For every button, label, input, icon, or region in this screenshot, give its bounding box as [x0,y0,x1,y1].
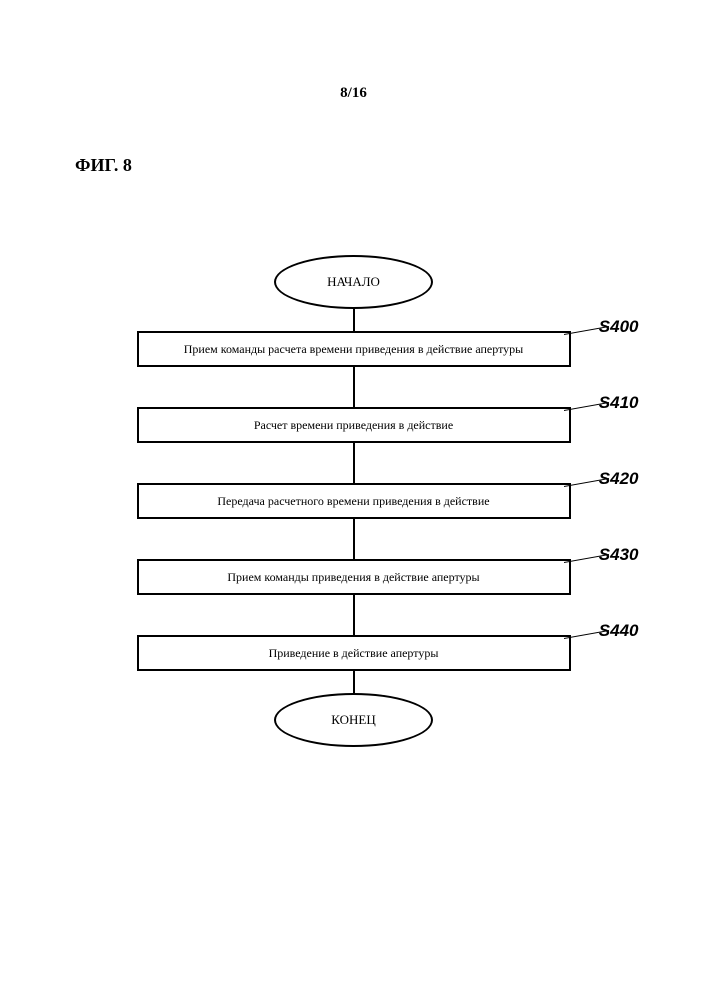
step-s400: S400 Прием команды расчета времени приве… [137,331,571,367]
end-terminal: КОНЕЦ [274,693,433,747]
connector [353,367,355,407]
step-id-label: S440 [599,621,639,641]
connector [353,309,355,331]
connector [353,671,355,693]
step-s420: S420 Передача расчетного времени приведе… [137,483,571,519]
figure-label: ФИГ. 8 [75,155,132,176]
start-terminal: НАЧАЛО [274,255,433,309]
step-id-label: S410 [599,393,639,413]
end-label: КОНЕЦ [331,712,375,728]
page-number: 8/16 [340,85,367,102]
step-s410: S410 Расчет времени приведения в действи… [137,407,571,443]
step-s430: S430 Прием команды приведения в действие… [137,559,571,595]
connector [353,595,355,635]
connector [353,519,355,559]
step-text: Расчет времени приведения в действие [254,418,453,433]
step-text: Прием команды расчета времени приведения… [184,342,524,357]
step-text: Передача расчетного времени приведения в… [217,494,489,509]
step-text: Приведение в действие апертуры [269,646,439,661]
step-s440: S440 Приведение в действие апертуры [137,635,571,671]
step-id-label: S430 [599,545,639,565]
start-label: НАЧАЛО [327,274,380,290]
step-text: Прием команды приведения в действие апер… [227,570,479,585]
step-id-label: S400 [599,317,639,337]
flowchart-container: НАЧАЛО S400 Прием команды расчета времен… [89,255,619,747]
step-id-label: S420 [599,469,639,489]
connector [353,443,355,483]
